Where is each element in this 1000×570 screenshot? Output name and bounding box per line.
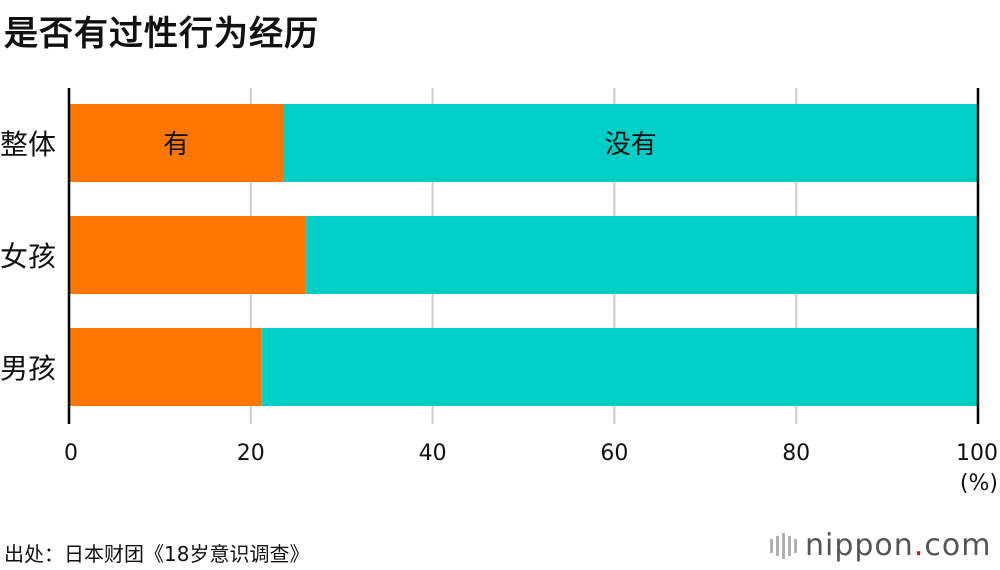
axes (67, 88, 980, 424)
logo-dot: . (913, 528, 925, 563)
series-label: 有 (163, 130, 189, 160)
x-tick-label: 80 (782, 441, 810, 466)
category-label: 女孩 (0, 240, 56, 273)
bar-no (283, 104, 978, 182)
x-tick-label: 100 (956, 441, 998, 466)
bar-no (306, 216, 978, 294)
x-unit-label: (%) (960, 471, 998, 496)
series-label: 没有 (605, 130, 657, 160)
logo-name: nippon (805, 528, 914, 563)
x-tick-label: 60 (600, 441, 628, 466)
category-label: 男孩 (0, 352, 56, 385)
chart-title: 是否有过性行为经历 (4, 14, 319, 54)
category-label: 整体 (0, 128, 56, 161)
x-tick-label: 20 (237, 441, 265, 466)
logo-text: nippon.com (805, 528, 991, 563)
bars (69, 104, 978, 406)
nippon-logo: nippon.com (770, 528, 991, 563)
bar-yes (69, 104, 284, 182)
source-note: 出处：日本财团《18岁意识调查》 (4, 542, 310, 566)
bar-yes (69, 328, 262, 406)
x-tick-label: 40 (419, 441, 447, 466)
x-tick-label: 0 (64, 441, 78, 466)
bar-no (261, 328, 978, 406)
logo-mark-icon (770, 532, 797, 559)
logo-domain: com (924, 528, 992, 563)
bar-yes (69, 216, 307, 294)
